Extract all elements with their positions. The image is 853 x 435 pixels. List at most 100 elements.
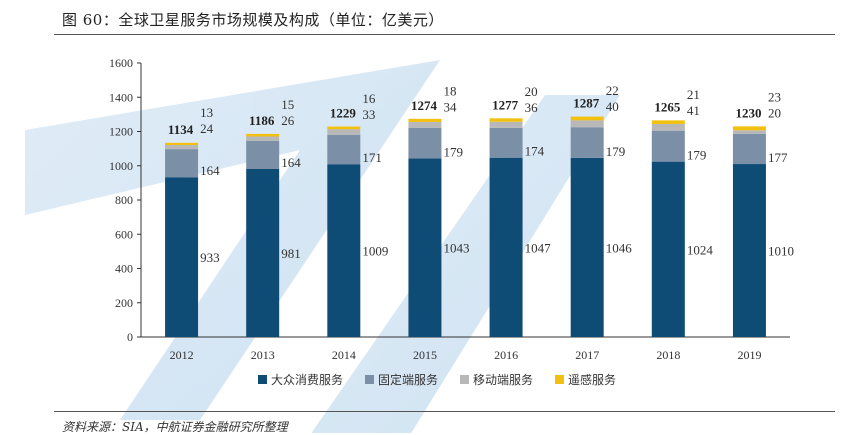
total-label: 1277 — [492, 97, 519, 112]
total-label: 1287 — [573, 96, 600, 111]
bar-segment — [165, 149, 199, 178]
bar-segment — [570, 157, 604, 337]
data-label: 13 — [200, 105, 213, 120]
data-label: 1024 — [687, 242, 714, 257]
data-label: 177 — [768, 150, 788, 165]
bar-segment — [732, 130, 766, 134]
x-tick-label: 2013 — [251, 348, 275, 362]
legend-label: 大众消费服务 — [271, 372, 343, 387]
data-label: 179 — [687, 148, 707, 163]
bar-segment — [651, 123, 685, 131]
data-label: 164 — [281, 155, 301, 170]
data-label: 1010 — [768, 244, 794, 259]
data-label: 21 — [687, 87, 700, 102]
bar-segment — [732, 133, 766, 165]
bar-segment — [651, 161, 685, 337]
data-label: 1047 — [525, 240, 552, 255]
legend-swatch — [555, 375, 564, 384]
bar-segment — [246, 133, 280, 137]
data-label: 20 — [768, 106, 781, 121]
data-label: 41 — [687, 103, 700, 118]
legend-swatch — [460, 375, 469, 384]
total-label: 1134 — [168, 122, 194, 137]
total-label: 1265 — [654, 99, 681, 114]
data-label: 174 — [525, 144, 545, 159]
y-tick-label: 200 — [115, 296, 133, 310]
bar-segment — [327, 164, 361, 337]
bar-segment — [570, 116, 604, 121]
data-label: 1009 — [362, 244, 388, 259]
bar-segment — [651, 130, 685, 162]
bar-segment — [246, 169, 280, 337]
x-tick-label: 2015 — [413, 348, 437, 362]
data-label: 179 — [606, 144, 626, 159]
y-tick-label: 800 — [115, 193, 133, 207]
legend-label: 固定端服务 — [378, 372, 438, 387]
y-axis: 0 200 400 600 800 1000 1200 1400 1600 — [109, 56, 142, 344]
total-label: 1230 — [735, 105, 761, 120]
bar-segment — [327, 126, 361, 130]
bar-segment — [246, 140, 280, 170]
data-label: 22 — [606, 83, 619, 98]
bar-segment — [327, 129, 361, 135]
bar-segment — [570, 120, 604, 128]
y-tick-label: 1400 — [109, 90, 133, 104]
data-label: 34 — [443, 100, 457, 115]
bar-segment — [732, 164, 766, 337]
data-label: 171 — [362, 150, 382, 165]
y-tick-label: 1000 — [109, 159, 133, 173]
data-label: 24 — [200, 121, 214, 136]
legend: 大众消费服务 固定端服务 移动端服务 遥感服务 — [258, 372, 616, 387]
data-label: 164 — [200, 163, 220, 178]
y-tick-label: 1600 — [109, 56, 133, 70]
bar-segment — [489, 157, 523, 337]
bar-segment — [165, 177, 199, 337]
y-tick-label: 0 — [127, 330, 133, 344]
chart-title: 图 60：全球卫星服务市场规模及构成（单位：亿美元） — [62, 11, 444, 29]
data-label: 179 — [443, 144, 463, 159]
bar-segment — [732, 126, 766, 131]
bar-segment — [246, 136, 280, 141]
bar-segment — [408, 118, 442, 122]
bar-segment — [408, 127, 442, 159]
x-tick-label: 2019 — [737, 348, 761, 362]
source-divider — [54, 411, 835, 412]
total-label: 1274 — [411, 98, 438, 113]
title-divider — [54, 34, 835, 35]
data-label: 16 — [362, 91, 376, 106]
data-label: 15 — [281, 97, 294, 112]
legend-label: 遥感服务 — [568, 372, 616, 387]
total-label: 1186 — [249, 113, 275, 128]
y-tick-label: 400 — [115, 262, 133, 276]
data-label: 933 — [200, 250, 220, 265]
bar-segment — [651, 120, 685, 124]
data-label: 1046 — [606, 240, 633, 255]
legend-swatch — [365, 375, 374, 384]
data-label: 981 — [281, 246, 301, 261]
data-label: 33 — [362, 107, 375, 122]
x-tick-label: 2018 — [656, 348, 680, 362]
bar-segment — [489, 127, 523, 158]
bar-segment — [165, 145, 199, 150]
bar-segment — [327, 134, 361, 165]
bar-segment — [489, 121, 523, 128]
x-tick-label: 2014 — [332, 348, 356, 362]
data-label: 23 — [768, 90, 781, 105]
bar-segment — [408, 121, 442, 128]
bar-segment — [165, 142, 199, 146]
data-label: 40 — [606, 99, 619, 114]
bar-segment — [570, 127, 604, 158]
x-tick-label: 2016 — [494, 348, 518, 362]
data-label: 26 — [281, 113, 295, 128]
y-tick-label: 1200 — [109, 125, 133, 139]
legend-swatch — [258, 375, 267, 384]
data-label: 36 — [525, 100, 539, 115]
x-tick-label: 2017 — [575, 348, 599, 362]
bar-segment — [408, 158, 442, 337]
data-label: 20 — [525, 84, 538, 99]
data-label: 18 — [443, 84, 456, 99]
y-tick-label: 600 — [115, 227, 133, 241]
x-tick-label: 2012 — [170, 348, 194, 362]
